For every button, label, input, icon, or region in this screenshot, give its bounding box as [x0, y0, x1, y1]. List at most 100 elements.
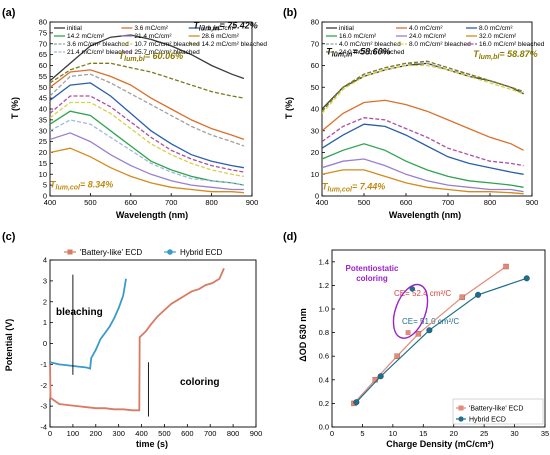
panel-b-legend-label: 24.0 mC/cm²: [409, 33, 447, 40]
panel-b-series-8-0-mc-cm: [322, 123, 524, 175]
panel-c-frame: [49, 259, 257, 428]
annotation-main: T: [322, 181, 329, 191]
panel-d-xtick-label: 25: [480, 429, 488, 438]
panel-a-legend-label: 28.6 mC/cm²: [202, 33, 240, 40]
panel-a-ytick-label: 40: [39, 105, 47, 114]
panel-b-annotation-lum-in: Tlum,in= 58.60%: [326, 47, 390, 59]
panel-b-xlabel: Wavelength (nm): [389, 210, 461, 220]
panel-a-legend-label: 25.7 mC/cm² bleached: [134, 49, 200, 56]
panel-d-potentiostatic-line1: Potentiostatic: [346, 264, 399, 273]
panel-a-legend-label: 14.2 mC/cm²: [67, 33, 105, 40]
panel-b-legend-label: 4.0 mC/cm²: [409, 25, 443, 32]
panel-d-point-hybrid-ecd: [353, 399, 360, 406]
panel-d-xlabel: Charge Density (mC/cm²): [386, 439, 494, 449]
panel-a-series-3-6-mc-cm: [50, 69, 245, 141]
panel-a-xtick-label: 700: [165, 198, 178, 207]
panel-c-xtick-label: 800: [227, 429, 240, 438]
panel-b-legend-label: 16.0 mC/cm²: [339, 33, 377, 40]
panel-a-series-25-7-mc-cm-bleached: [50, 95, 245, 173]
panel-b-series-32-0-mc-cm: [322, 169, 524, 195]
panel-d-ylabel: ΔOD 630 nm: [298, 308, 308, 362]
panel-a-ytick-label: 25: [39, 137, 47, 146]
annotation-sub: lum,in: [332, 52, 353, 59]
panel-c-bleaching-label: bleaching: [56, 307, 103, 318]
panel-b-xtick-label: 900: [526, 198, 539, 207]
panel-a-legend-label: 3.6 mC/cm² bleached: [67, 41, 129, 48]
panel-a-ytick-label: 60: [39, 61, 47, 70]
panel-d-point-battery-like-ecd: [415, 331, 422, 337]
annotation-value: = 58.87%: [499, 49, 537, 59]
panel-b-series-4-0-mc-cm: [322, 99, 524, 151]
panel-c-xtick-label: 100: [67, 429, 80, 438]
panel-a-legend-label: 10.7 mC/cm² bleached: [134, 41, 200, 48]
annotation-main: T: [473, 49, 480, 59]
panel-d-xtick-label: 15: [419, 429, 427, 438]
panel-b-series-4-0-mc-cm-bleached: [322, 62, 524, 112]
panel-c-xtick-label: 300: [112, 429, 125, 438]
panel-b-legend-label: 4.0 mC/cm² bleached: [339, 41, 401, 48]
annotation-value: = 60.06%: [145, 51, 183, 61]
panel-d-outlier-point: [405, 330, 411, 336]
panel-b-legend-label: 24.0 mC/cm² bleached: [339, 49, 405, 56]
panel-label-b: (b): [283, 7, 297, 19]
panel-d-legend-label: 'Battery-like' ECD: [469, 406, 523, 413]
panel-d-ytick-label: 0.2: [319, 399, 329, 408]
panel-d-xtick-label: 35: [541, 429, 549, 438]
panel-c-coloring-label: coloring: [180, 377, 219, 388]
panel-c-xtick-label: 900: [250, 429, 263, 438]
panel-d-point-battery-like-ecd: [503, 263, 509, 270]
panel-label-c: (c): [2, 231, 16, 243]
panel-d-ce-hybrid: CE= 51.0 cm²/C: [402, 317, 459, 326]
panel-b-ytick-label: 0: [315, 192, 319, 201]
annotation-sub: lum,col: [328, 186, 354, 193]
annotation-value: = 58.60%: [352, 47, 390, 57]
panel-b-series-8-0-mc-cm-bleached: [322, 64, 524, 114]
annotation-main: T: [50, 179, 57, 189]
panel-c-ytick-label: 3: [43, 276, 47, 285]
panel-d-xtick-label: 0: [330, 429, 334, 438]
panel-b-series-24-0-mc-cm-bleached: [322, 60, 524, 112]
panel-a-ylabel: T (%): [10, 97, 20, 119]
panel-d-xtick-label: 30: [510, 429, 518, 438]
panel-a-ytick-label: 55: [39, 72, 47, 81]
panel-a-series-10-7-mc-cm-bleached: [50, 101, 245, 178]
panel-a-ytick-label: 50: [39, 83, 47, 92]
panel-b-ytick-label: 10: [311, 170, 319, 179]
panel-c-ytick-label: -1: [40, 360, 47, 369]
annotation-sub: lum,in: [199, 26, 220, 33]
panel-c-legend-marker: [67, 249, 73, 255]
panel-b-xtick-label: 800: [484, 198, 497, 207]
panel-a-ytick-label: 30: [39, 126, 47, 135]
panel-b-legend-label: initial: [339, 25, 354, 32]
panel-d-outlier-ellipse: [392, 283, 429, 339]
panel-a-ytick-label: 5: [43, 181, 47, 190]
panel-d-ytick-label: 0.8: [319, 328, 329, 337]
panel-c-ytick-label: 0: [43, 339, 47, 348]
panel-c-xtick-label: 500: [158, 429, 171, 438]
panel-a-xtick-label: 900: [246, 198, 259, 207]
panel-a-ytick-label: 65: [39, 50, 47, 59]
panel-b-xtick-label: 600: [400, 198, 413, 207]
panel-d-xtick-label: 5: [360, 429, 364, 438]
panel-b-series-16-0-mc-cm: [322, 143, 524, 188]
panel-d-legend-marker: [458, 405, 464, 411]
panel-a-series-3-6-mc-cm-bleached: [50, 73, 245, 147]
panel-a-ytick-label: 70: [39, 39, 47, 48]
panel-c-xtick-label: 200: [90, 429, 103, 438]
panel-c-series-hybrid-ecd: [49, 278, 127, 370]
panel-b-legend-label: 8.0 mC/cm² bleached: [409, 41, 471, 48]
panel-b-ytick-label: 20: [311, 148, 319, 157]
panel-a-series-group: [50, 34, 245, 194]
panel-c-legend-marker: [167, 249, 173, 255]
panel-b-annotation-lum-bl: Tlum,bl= 58.87%: [473, 49, 537, 61]
panel-b-ytick-label: 30: [311, 126, 319, 135]
panel-c-ytick-label: -4: [40, 423, 47, 432]
panel-a-series-21-4-mc-cm-bleached: [50, 119, 245, 186]
panel-a-ytick-label: 45: [39, 94, 47, 103]
panel-a-ytick-label: 15: [39, 159, 47, 168]
panel-c-ytick-label: 2: [43, 297, 47, 306]
chart-layer: 400 500 600 700 800 9000510152025303540455055…: [39, 18, 550, 439]
panel-b-xtick-label: 400: [316, 198, 329, 207]
panel-a-xtick-label: 500: [84, 198, 97, 207]
